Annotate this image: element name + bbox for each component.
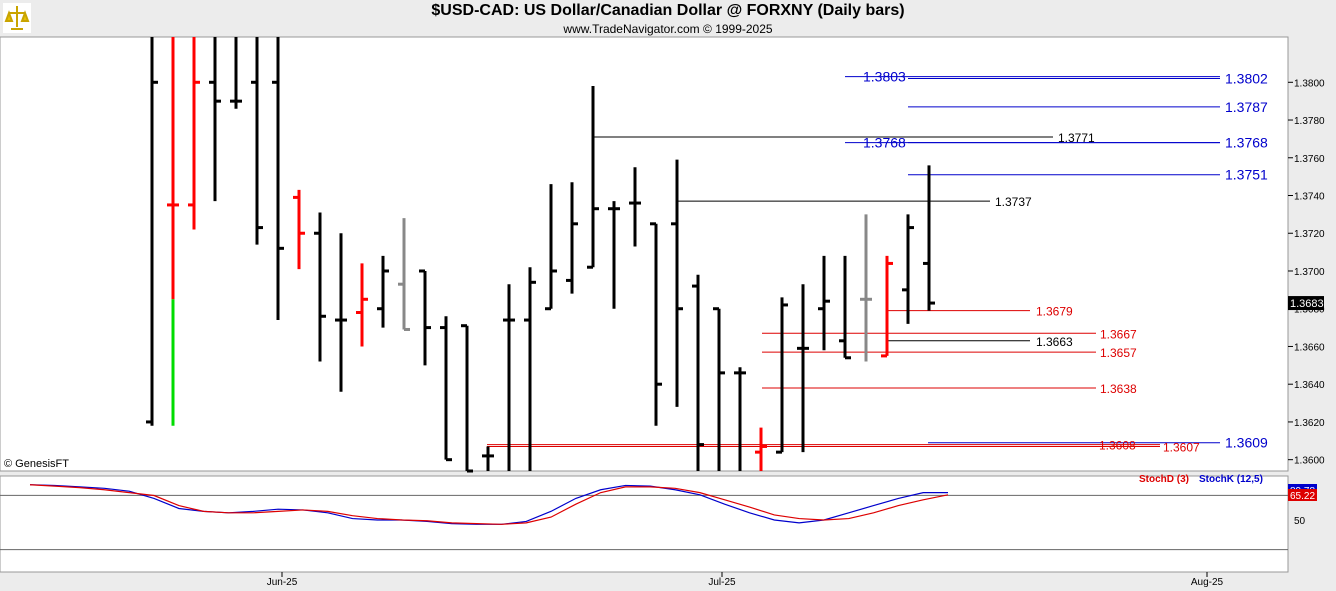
chart-title: $USD-CAD: US Dollar/Canadian Dollar @ FO… [431,2,905,19]
tradenavigator-logo-icon [3,3,31,33]
stoch-d-value: 65.22 [1290,491,1315,502]
price-level-label: 1.3663 [1036,335,1073,349]
price-level-label: 1.3657 [1100,346,1137,360]
price-tick-label: 1.3760 [1294,154,1325,165]
price-level-label: 1.3751 [1225,167,1268,183]
price-level-label: 1.3787 [1225,99,1268,115]
price-tick-label: 1.3640 [1294,380,1325,391]
genesis-credit: © GenesisFT [4,458,69,470]
price-tick-label: 1.3620 [1294,418,1325,429]
price-tick-label: 1.3800 [1294,78,1325,89]
price-level-label: 1.3803 [863,69,906,85]
stoch-tick-label: 50 [1294,516,1306,527]
price-tick-label: 1.3700 [1294,267,1325,278]
x-tick-label: Jul-25 [708,577,736,588]
stoch-axis: 5089.7865.22 [1288,484,1317,527]
price-level-label: 1.3768 [863,135,906,151]
price-bars [146,37,935,473]
price-levels: 1.3803 1.3802 1.3787 1.3771 1.3768 1.3768 1.37… [487,69,1268,454]
price-level-label: 1.3609 [1225,435,1268,451]
last-price-label: 1.3683 [1290,298,1324,310]
price-level-label: 1.3802 [1225,71,1268,87]
x-tick-label: Aug-25 [1191,577,1224,588]
chart-subtitle: www.TradeNavigator.com © 1999-2025 [563,22,773,36]
stoch-k-legend: StochK (12,5) [1199,474,1263,485]
stoch-panel[interactable] [0,475,1289,573]
price-tick-label: 1.3780 [1294,116,1325,127]
price-level-label: 1.3608 [1099,439,1136,453]
price-level-label: 1.3771 [1058,131,1095,145]
price-level-label: 1.3667 [1100,327,1137,341]
price-tick-label: 1.3680 [1294,305,1325,316]
x-axis: Jun-25 Jul-25 Aug-25 [267,572,1224,588]
stoch-d-legend: StochD (3) [1139,474,1189,485]
stoch-d-line [29,484,949,525]
price-level-label: 1.3679 [1036,305,1073,319]
price-level-label: 1.3768 [1225,135,1268,151]
last-price-box [1288,296,1324,311]
price-tick-label: 1.3720 [1294,229,1325,240]
price-level-label: 1.3607 [1163,440,1200,454]
price-tick-label: 1.3600 [1294,456,1325,467]
price-axis: 1.3800 1.3780 1.3760 1.3740 1.3720 1.3700 1.36… [1288,78,1325,467]
price-level-label: 1.3737 [995,195,1032,209]
price-tick-label: 1.3740 [1294,192,1325,203]
price-tick-label: 1.3660 [1294,342,1325,353]
price-level-label: 1.3638 [1100,382,1137,396]
stoch-d-value-box [1288,489,1317,501]
stoch-lines [0,484,1288,551]
x-tick-label: Jun-25 [267,577,298,588]
